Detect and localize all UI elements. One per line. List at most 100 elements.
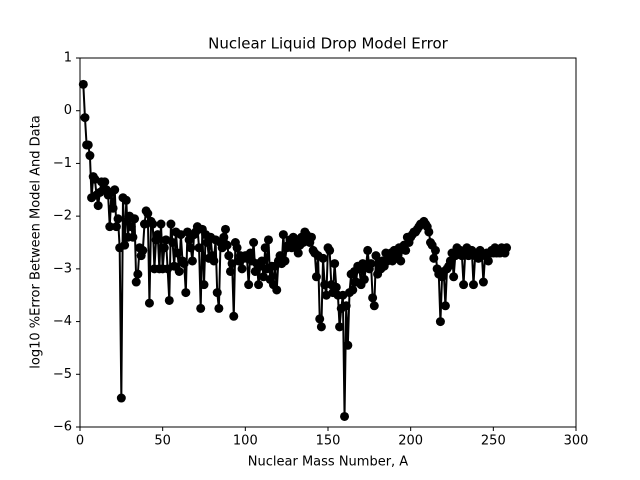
data-point bbox=[331, 282, 341, 292]
data-point bbox=[245, 248, 255, 258]
plot-frame bbox=[79, 57, 577, 428]
data-point bbox=[341, 301, 351, 311]
data-point bbox=[435, 317, 445, 327]
data-point bbox=[359, 274, 369, 284]
data-point bbox=[225, 266, 235, 276]
y-tick-label: 1 bbox=[64, 51, 72, 66]
data-point bbox=[100, 177, 110, 187]
x-tick-label: 50 bbox=[154, 434, 171, 449]
data-point bbox=[325, 245, 335, 255]
data-point bbox=[156, 219, 166, 229]
data-point bbox=[173, 248, 183, 258]
data-point bbox=[318, 253, 328, 263]
data-point bbox=[93, 201, 103, 211]
data-point bbox=[83, 140, 93, 150]
x-tick-label: 100 bbox=[233, 434, 258, 449]
data-point bbox=[148, 219, 158, 229]
data-point bbox=[315, 314, 325, 324]
data-point bbox=[153, 230, 163, 240]
data-point bbox=[212, 288, 222, 298]
data-point bbox=[214, 303, 224, 313]
data-point bbox=[232, 243, 242, 253]
data-point bbox=[430, 245, 440, 255]
data-point bbox=[111, 222, 121, 232]
data-point bbox=[440, 301, 450, 311]
data-point bbox=[401, 245, 411, 255]
data-point bbox=[166, 219, 176, 229]
data-point bbox=[199, 280, 209, 290]
data-point bbox=[143, 209, 153, 219]
data-point bbox=[108, 203, 118, 213]
data-point bbox=[168, 238, 178, 247]
x-axis-label: Nuclear Mass Number, A bbox=[248, 455, 409, 470]
y-tick-label: −4 bbox=[53, 314, 72, 329]
data-point bbox=[128, 232, 138, 242]
data-point bbox=[340, 411, 350, 421]
data-point bbox=[449, 272, 459, 282]
data-point bbox=[335, 322, 345, 332]
data-point bbox=[429, 253, 439, 263]
data-point bbox=[306, 232, 316, 242]
data-point bbox=[478, 277, 488, 287]
data-point bbox=[219, 232, 229, 242]
data-point bbox=[278, 230, 288, 240]
data-point bbox=[363, 245, 373, 255]
data-point bbox=[369, 301, 379, 311]
data-point bbox=[280, 256, 290, 266]
data-point bbox=[113, 214, 123, 224]
data-point bbox=[133, 269, 143, 279]
data-point bbox=[220, 224, 230, 234]
data-point bbox=[237, 264, 247, 274]
data-point bbox=[105, 222, 115, 232]
y-tick-label: −5 bbox=[53, 367, 72, 382]
data-point bbox=[343, 340, 353, 350]
data-point bbox=[186, 243, 196, 253]
data-point bbox=[249, 238, 259, 247]
data-point bbox=[330, 259, 340, 269]
data-point bbox=[209, 256, 219, 266]
data-point bbox=[116, 393, 126, 403]
y-tick-label: −2 bbox=[53, 209, 72, 224]
data-point bbox=[272, 285, 282, 295]
data-point bbox=[110, 185, 120, 195]
data-point bbox=[187, 256, 197, 266]
data-point bbox=[311, 272, 321, 282]
y-tick-label: −3 bbox=[53, 261, 72, 276]
data-point bbox=[126, 222, 136, 232]
y-tick-label: −1 bbox=[53, 156, 72, 171]
x-tick-label: 300 bbox=[564, 434, 589, 449]
data-point bbox=[260, 243, 270, 253]
data-point bbox=[78, 79, 88, 89]
data-point bbox=[181, 288, 191, 298]
x-tick-label: 200 bbox=[398, 434, 423, 449]
data-point bbox=[80, 113, 90, 123]
y-tick-label: 0 bbox=[64, 103, 72, 118]
data-point bbox=[222, 240, 232, 250]
data-point bbox=[179, 259, 189, 269]
data-point bbox=[366, 259, 376, 269]
data-point bbox=[196, 303, 206, 313]
data-point bbox=[194, 243, 204, 253]
data-point bbox=[424, 227, 434, 237]
data-point bbox=[164, 295, 174, 305]
x-tick-label: 150 bbox=[316, 434, 341, 449]
data-point bbox=[348, 285, 358, 295]
x-tick-label: 250 bbox=[481, 434, 506, 449]
data-point bbox=[131, 277, 141, 287]
data-point bbox=[159, 243, 169, 253]
data-point bbox=[320, 280, 330, 290]
data-point bbox=[144, 298, 154, 308]
data-point bbox=[293, 248, 303, 258]
chart-title: Nuclear Liquid Drop Model Error bbox=[208, 35, 449, 53]
data-point bbox=[224, 251, 234, 261]
data-point bbox=[138, 245, 148, 255]
data-point bbox=[263, 235, 273, 245]
data-point bbox=[120, 240, 130, 250]
data-point bbox=[257, 256, 267, 266]
data-point bbox=[229, 311, 239, 321]
data-point bbox=[468, 280, 478, 290]
data-point bbox=[371, 251, 381, 261]
data-point bbox=[174, 266, 184, 276]
